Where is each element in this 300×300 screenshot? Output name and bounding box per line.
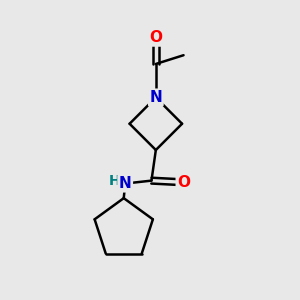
Text: N: N <box>149 90 162 105</box>
Text: O: O <box>149 30 162 45</box>
Text: H: H <box>109 174 121 188</box>
Text: O: O <box>177 175 190 190</box>
Text: N: N <box>119 176 132 191</box>
